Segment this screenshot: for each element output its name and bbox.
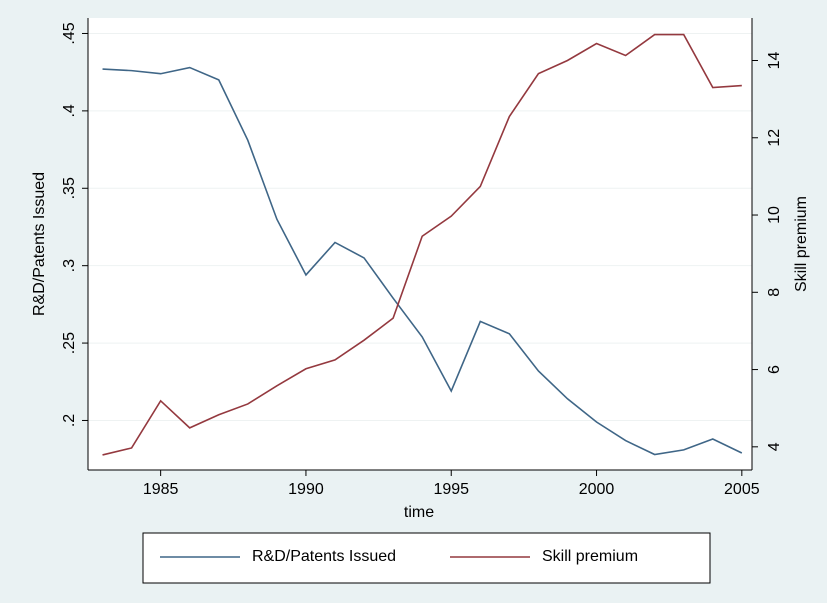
y-tick-label: .4 — [61, 104, 78, 117]
x-tick-label: 1990 — [288, 481, 324, 498]
series-line — [102, 33, 742, 456]
x-axis-title: time — [404, 504, 434, 521]
y2-tick-label: 8 — [766, 288, 783, 297]
x-tick-label: 2005 — [724, 481, 760, 498]
y-tick-label: .3 — [61, 259, 78, 272]
y2-tick-label: 4 — [766, 442, 783, 451]
legend — [142, 532, 711, 584]
y-tick-label: .35 — [61, 177, 78, 199]
x-tick-label: 1995 — [433, 481, 469, 498]
y2-tick-label: 14 — [766, 51, 783, 69]
x-tick-label: 1985 — [143, 481, 179, 498]
y-tick-label: .45 — [61, 22, 78, 44]
y2-axis-title: Skill premium — [793, 196, 810, 292]
x-tick-label: 2000 — [579, 481, 615, 498]
y-tick-label: .2 — [61, 414, 78, 427]
y2-tick-label: 12 — [766, 129, 783, 147]
y-axis-title: R&D/Patents Issued — [31, 172, 48, 316]
legend-label: Skill premium — [542, 548, 638, 565]
y2-tick-label: 6 — [766, 365, 783, 374]
y2-tick-label: 10 — [766, 206, 783, 224]
series-line — [102, 66, 743, 456]
legend-label: R&D/Patents Issued — [252, 548, 396, 565]
y-tick-label: .25 — [61, 332, 78, 354]
